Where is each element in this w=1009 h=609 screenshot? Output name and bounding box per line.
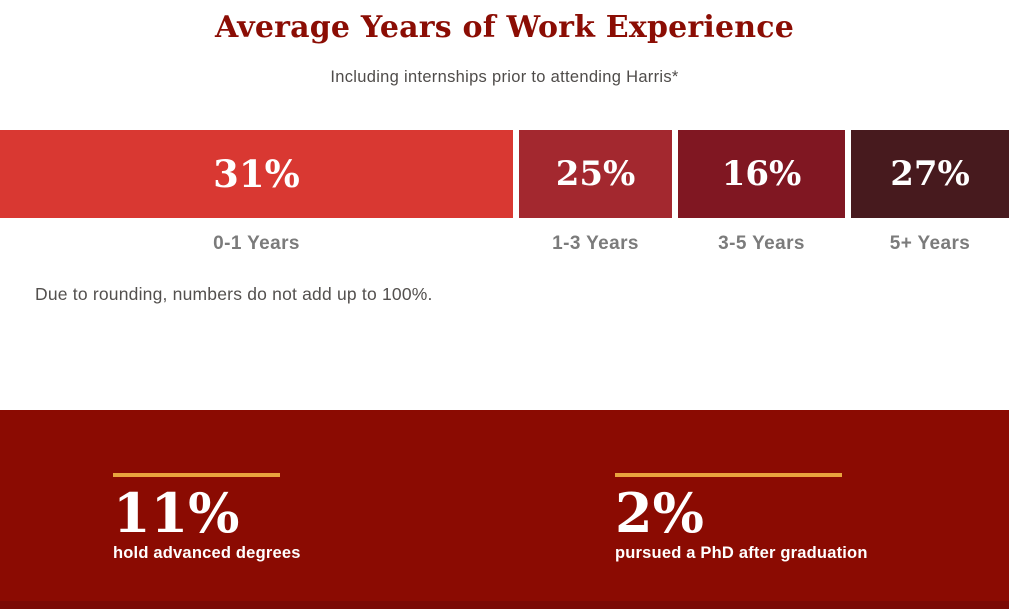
bar-segment-3-5-years: 16%	[678, 130, 845, 218]
stat-caption-phd: pursued a PhD after graduation	[615, 544, 868, 562]
category-label-5-plus-years: 5+ Years	[889, 233, 971, 254]
bar-segment-0-1-years: 31%	[0, 130, 513, 218]
rounding-note: Due to rounding, numbers do not add up t…	[35, 284, 433, 304]
page-title: Average Years of Work Experience	[214, 10, 795, 45]
bar-segment-1-3-years: 25%	[519, 130, 672, 218]
category-label-0-1-years: 0-1 Years	[213, 233, 300, 254]
bar-category-labels: 0-1 Years 1-3 Years 3-5 Years 5+ Years	[0, 233, 1009, 255]
bar-segment-5-plus-years: 27%	[851, 130, 1009, 218]
stat-caption-advanced-degrees: hold advanced degrees	[113, 544, 301, 562]
segment-value-1-3-years: 25%	[555, 154, 636, 194]
gold-divider	[615, 473, 842, 477]
segment-value-5-plus-years: 27%	[890, 154, 970, 194]
chart-subtitle: Including internships prior to attending…	[330, 68, 679, 86]
stat-phd: 2% pursued a PhD after graduation	[615, 473, 868, 563]
stacked-bar-chart: 31% 25% 16% 27%	[0, 130, 1009, 218]
gold-divider	[113, 473, 280, 477]
stats-band: 11% hold advanced degrees 2% pursued a P…	[0, 410, 1009, 609]
stat-advanced-degrees: 11% hold advanced degrees	[113, 473, 301, 563]
footer-strip	[0, 601, 1009, 609]
stat-value-advanced-degrees: 11%	[113, 481, 240, 545]
stat-value-phd: 2%	[615, 481, 704, 545]
segment-value-0-1-years: 31%	[213, 152, 300, 196]
segment-value-3-5-years: 16%	[721, 154, 802, 194]
category-label-3-5-years: 3-5 Years	[718, 233, 805, 254]
category-label-1-3-years: 1-3 Years	[552, 233, 639, 254]
